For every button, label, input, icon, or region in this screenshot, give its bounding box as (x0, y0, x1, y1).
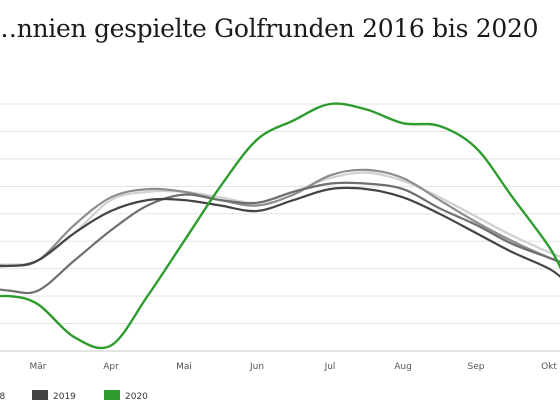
series-line-2017 (0, 168, 560, 268)
x-tick-label: Aug (394, 362, 412, 372)
x-tick-label: Sep (468, 362, 485, 372)
x-tick-label: Jun (249, 362, 264, 372)
chart-title: …nnien gespielte Golfrunden 2016 bis 202… (0, 14, 539, 43)
legend-label: 2019 (53, 392, 76, 402)
legend-label: 018 (0, 392, 5, 402)
legend-label: 2020 (125, 392, 148, 402)
series-line-2018 (0, 181, 560, 295)
series-line-2019 (0, 186, 560, 278)
legend-swatch (32, 390, 48, 400)
x-tick-label: Apr (103, 362, 119, 372)
series-line-2020 (0, 102, 560, 350)
legend-swatch (104, 390, 120, 400)
x-tick-label: Jul (324, 362, 336, 372)
x-tick-label: Mai (176, 362, 192, 372)
x-tick-label: Okt (541, 362, 557, 372)
x-tick-label: Mär (30, 362, 47, 372)
